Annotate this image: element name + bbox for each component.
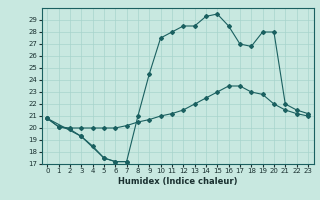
X-axis label: Humidex (Indice chaleur): Humidex (Indice chaleur) [118,177,237,186]
